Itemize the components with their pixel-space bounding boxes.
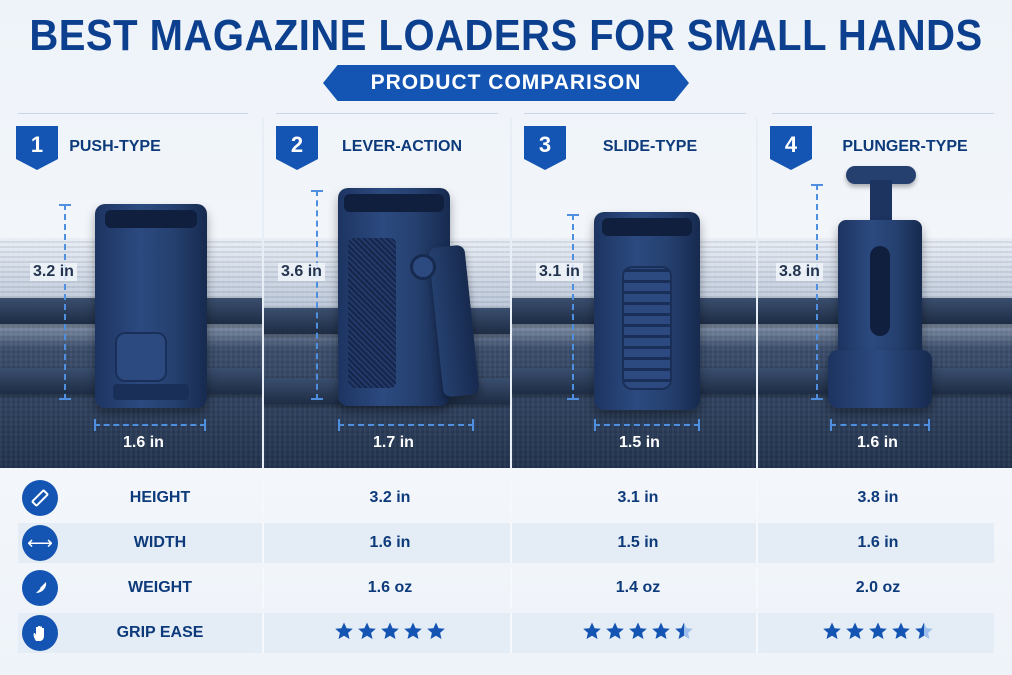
plunger-base — [828, 350, 932, 408]
width-dimension-line — [594, 419, 700, 431]
plunger-handle — [846, 166, 916, 184]
table-cell: 1.6 oz — [367, 579, 413, 596]
table-cell: 3.1 in — [617, 489, 659, 506]
row-label: WIDTH — [133, 534, 187, 551]
star-rating — [582, 621, 694, 641]
column-separator — [756, 118, 758, 468]
height-dimension-line — [811, 184, 823, 400]
table-row-width: ⟷ WIDTH 1.6 in 1.5 in 1.6 in — [18, 523, 994, 563]
star-icon — [892, 622, 910, 639]
row-label: GRIP EASE — [116, 624, 204, 641]
table-cell: 3.8 in — [857, 489, 899, 506]
star-icon — [652, 622, 670, 639]
row-label: WEIGHT — [128, 579, 192, 596]
table-cell: 3.2 in — [369, 489, 411, 506]
width-dimension-label: 1.6 in — [857, 434, 898, 451]
star-rating — [334, 621, 446, 641]
width-dimension-line — [830, 419, 930, 431]
height-dimension-line — [567, 214, 579, 400]
lever-pivot — [410, 254, 436, 280]
divider — [18, 113, 248, 114]
star-icon — [335, 622, 353, 639]
table-row-height: HEIGHT 3.2 in 3.1 in 3.8 in — [18, 478, 994, 518]
slide-type-loader — [594, 212, 700, 410]
product-card-1: 1 PUSH-TYPE 3.2 in 1.6 in — [0, 118, 262, 468]
feather-icon — [22, 570, 58, 606]
divider — [524, 113, 746, 114]
product-card-4: 4 PLUNGER-TYPE 3.8 in 1.6 in — [758, 118, 1012, 468]
width-dimension-label: 1.7 in — [373, 434, 414, 451]
rating-cell — [518, 621, 758, 646]
product-type-label: LEVER-ACTION — [342, 138, 462, 155]
table-cell: 1.4 oz — [615, 579, 661, 596]
star-icon — [404, 622, 422, 639]
star-icon — [915, 622, 933, 639]
product-number-badge: 4 — [770, 126, 812, 170]
width-dimension-line — [94, 419, 206, 431]
hand-icon — [22, 615, 58, 651]
star-icon — [846, 622, 864, 639]
width-dimension-label: 1.5 in — [619, 434, 660, 451]
product-type-label: SLIDE-TYPE — [602, 138, 698, 155]
height-dimension-label: 3.6 in — [278, 263, 325, 281]
ruler-icon — [22, 480, 58, 516]
width-dimension-line — [338, 419, 474, 431]
row-label: HEIGHT — [129, 489, 191, 506]
star-icon — [583, 622, 601, 639]
product-number-badge: 3 — [524, 126, 566, 170]
rating-cell — [758, 621, 998, 646]
table-cell: 1.6 in — [857, 534, 899, 551]
column-separator — [262, 118, 264, 468]
height-dimension-label: 3.8 in — [776, 263, 823, 281]
height-dimension-label: 3.1 in — [536, 263, 583, 281]
arrows-horizontal-icon: ⟷ — [22, 525, 58, 561]
table-cell: 1.6 in — [369, 534, 411, 551]
page-title: BEST MAGAZINE LOADERS FOR SMALL HANDS — [29, 12, 983, 60]
width-dimension-label: 1.6 in — [123, 434, 164, 451]
push-type-loader — [95, 204, 207, 408]
star-rating — [822, 621, 934, 641]
divider — [276, 113, 498, 114]
column-separator — [510, 118, 512, 468]
star-icon — [629, 622, 647, 639]
subtitle-ribbon: PRODUCT COMPARISON — [323, 65, 689, 101]
table-cell: 2.0 oz — [855, 579, 901, 596]
table-cell: 1.5 in — [617, 534, 659, 551]
table-row-weight: WEIGHT 1.6 oz 1.4 oz 2.0 oz — [18, 568, 994, 608]
plunger-type-loader — [838, 220, 922, 356]
star-icon — [606, 622, 624, 639]
table-row-grip-ease: GRIP EASE — [18, 613, 994, 653]
product-number-badge: 2 — [276, 126, 318, 170]
star-icon — [823, 622, 841, 639]
product-card-3: 3 SLIDE-TYPE 3.1 in 1.5 in — [512, 118, 756, 468]
star-icon — [675, 622, 693, 639]
star-icon — [427, 622, 445, 639]
product-type-label: PLUNGER-TYPE — [842, 138, 968, 155]
height-dimension-line — [311, 190, 323, 400]
star-icon — [358, 622, 376, 639]
lever-action-loader — [338, 188, 450, 406]
divider — [772, 113, 994, 114]
star-icon — [869, 622, 887, 639]
height-dimension-line — [59, 204, 71, 400]
plunger-rod — [870, 180, 892, 224]
rating-cell — [270, 621, 510, 646]
product-type-label: PUSH-TYPE — [69, 138, 161, 155]
height-dimension-label: 3.2 in — [30, 263, 77, 281]
product-card-2: 2 LEVER-ACTION 3.6 in 1.7 in — [264, 118, 510, 468]
star-icon — [381, 622, 399, 639]
